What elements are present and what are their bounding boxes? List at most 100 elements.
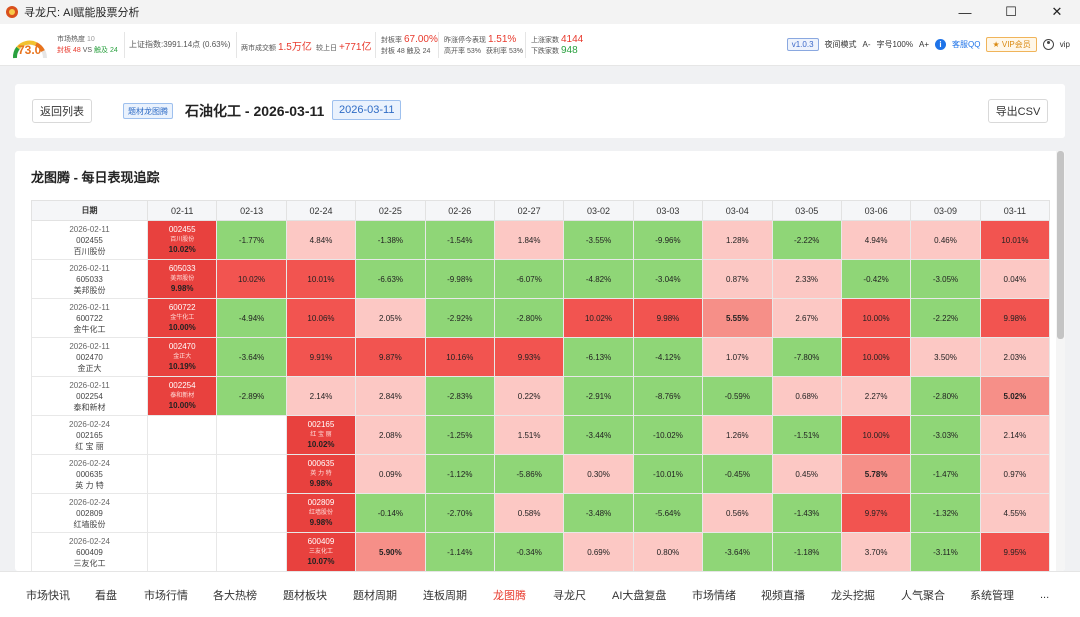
nav-item[interactable]: 市场快讯 xyxy=(26,589,70,602)
nav-item[interactable]: AI大盘复盘 xyxy=(612,589,667,602)
first-cell-line: 10.00% xyxy=(168,401,196,410)
change-cell: -4.82% xyxy=(563,259,634,299)
first-cell-line: 002470 xyxy=(148,342,216,352)
change-cell: -1.14% xyxy=(424,532,495,571)
heat-gauge-value: 73.0 xyxy=(18,43,42,57)
nav-item[interactable]: 系统管理 xyxy=(970,589,1014,602)
table-row[interactable]: 2026-02-11 605033 美邦股份 605033 美邦股份 9.98% 10.02… xyxy=(31,259,1051,299)
change-cell: 1.07% xyxy=(702,337,773,377)
change-cell: -2.70% xyxy=(424,493,495,533)
nav-item[interactable]: 连板周期 xyxy=(423,589,467,602)
empty-cell xyxy=(146,493,218,533)
first-cell-line: 10.02% xyxy=(168,245,196,254)
maximize-button[interactable]: ☐ xyxy=(1005,4,1017,19)
seal-vs-break: 封板 48 VS 触及 24 xyxy=(57,47,118,54)
window-title: 寻龙尺: AI赋能股票分析 xyxy=(24,7,140,19)
column-header: 03-06 xyxy=(840,200,912,221)
table-row[interactable]: 2026-02-24 000635 英 力 特 000635 英 力 特 9.98% 0.0… xyxy=(31,454,1051,494)
change-cell: -3.03% xyxy=(910,415,981,455)
vip-button[interactable]: ★ VIP会员 xyxy=(986,36,1037,52)
change-cell: -1.32% xyxy=(910,493,981,533)
change-cell: 1.84% xyxy=(493,220,565,260)
row-info-line: 605033 xyxy=(76,274,103,284)
change-cell: 5.90% xyxy=(355,532,426,571)
nav-item[interactable]: 视频直播 xyxy=(761,589,805,602)
table-row[interactable]: 2026-02-24 002809 红墙股份 002809 红墙股份 9.98% -0.14… xyxy=(31,493,1051,533)
user-icon[interactable] xyxy=(1042,38,1054,50)
table-row[interactable]: 2026-02-24 002165 红 宝 丽 002165 红 宝 丽 10.02% 2.… xyxy=(31,415,1051,455)
date-badge: 2026-03-11 xyxy=(332,100,402,120)
row-info-line: 2026-02-11 xyxy=(69,302,110,312)
column-header: 03-04 xyxy=(702,200,773,221)
first-cell-line: 金牛化工 xyxy=(170,315,195,321)
back-to-list-button[interactable]: 返回列表 xyxy=(32,99,92,123)
table-row[interactable]: 2026-02-24 600409 三友化工 600409 三友化工 10.07% 5.90… xyxy=(31,532,1051,571)
change-cell: 0.46% xyxy=(910,220,981,260)
first-cell-line: 600722 xyxy=(148,303,216,313)
change-cell: -2.83% xyxy=(424,376,495,416)
first-cell-line: 9.98% xyxy=(309,479,333,488)
font-decrease-button[interactable]: A- xyxy=(862,39,871,49)
row-stock-info: 2026-02-11 002470 金正大 xyxy=(31,337,148,377)
nav-item[interactable]: 题材周期 xyxy=(353,589,397,602)
change-cell: 5.02% xyxy=(979,376,1051,416)
change-cell: 2.84% xyxy=(355,376,426,416)
user-name[interactable]: vip xyxy=(1059,39,1070,49)
change-cell: -3.04% xyxy=(632,259,704,299)
first-cell-line: 英 力 特 xyxy=(310,471,332,477)
vs-yesterday: 较上日 +771亿 xyxy=(316,42,372,53)
change-cell: -2.80% xyxy=(910,376,981,416)
vertical-scrollbar[interactable] xyxy=(1056,151,1065,571)
change-cell: -3.64% xyxy=(216,337,287,377)
first-limit-cell: 600722 金牛化工 10.00% xyxy=(146,298,218,338)
performance-table: 日期 02-11 02-13 02-24 02-25 02-26 02-27 03-02 03-… xyxy=(31,200,1051,571)
change-cell: 4.94% xyxy=(840,220,912,260)
nav-item[interactable]: 寻龙尺 xyxy=(553,589,586,602)
row-stock-info: 2026-02-24 000635 英 力 特 xyxy=(31,454,148,494)
change-cell: 10.00% xyxy=(840,415,912,455)
nav-item[interactable]: 各大热榜 xyxy=(213,589,257,602)
row-info-line: 2026-02-11 xyxy=(69,263,110,273)
row-info-line: 英 力 特 xyxy=(75,480,104,490)
first-cell-line: 002809 xyxy=(287,498,355,508)
column-header: 03-02 xyxy=(563,200,634,221)
table-row[interactable]: 2026-02-11 002455 百川股份 002455 百川股份 10.02% -1.7… xyxy=(31,220,1051,260)
row-info-line: 000635 xyxy=(76,469,103,479)
change-cell: 2.05% xyxy=(355,298,426,338)
customer-service-link[interactable]: 客服QQ xyxy=(952,39,981,49)
scrollbar-thumb[interactable] xyxy=(1057,151,1064,339)
table-row[interactable]: 2026-02-11 002254 泰和新材 002254 泰和新材 10.00% -2.8… xyxy=(31,376,1051,416)
category-tag: 题材龙图腾 xyxy=(123,103,173,119)
nav-item[interactable]: 龙头挖掘 xyxy=(831,589,875,602)
nav-item[interactable]: 人气聚合 xyxy=(901,589,945,602)
row-stock-info: 2026-02-11 600722 金牛化工 xyxy=(31,298,148,338)
change-cell: -2.80% xyxy=(493,298,565,338)
export-csv-button[interactable]: 导出CSV xyxy=(988,99,1048,123)
info-icon[interactable]: i xyxy=(935,38,946,50)
nav-item[interactable]: 市场情绪 xyxy=(692,589,736,602)
nav-more-button[interactable]: ... xyxy=(1040,588,1050,601)
font-increase-button[interactable]: A+ xyxy=(918,39,929,49)
night-mode-toggle[interactable]: 夜间模式 xyxy=(824,39,857,49)
profit-rate: 获利率 53% xyxy=(486,48,523,55)
column-header: 02-26 xyxy=(424,200,495,221)
column-header: 02-11 xyxy=(146,200,218,221)
change-cell: 0.45% xyxy=(771,454,842,494)
first-cell-line: 10.19% xyxy=(168,362,196,371)
nav-item[interactable]: 市场行情 xyxy=(144,589,188,602)
row-info-line: 600409 xyxy=(76,547,103,557)
change-cell: 10.01% xyxy=(285,259,357,299)
nav-item[interactable]: 题材板块 xyxy=(283,589,327,602)
first-limit-cell: 605033 美邦股份 9.98% xyxy=(146,259,218,299)
nav-item[interactable]: 看盘 xyxy=(95,589,117,602)
table-row[interactable]: 2026-02-11 002470 金正大 002470 金正大 10.19% -3.64%… xyxy=(31,337,1051,377)
change-cell: 0.68% xyxy=(771,376,842,416)
close-button[interactable]: ✕ xyxy=(1051,4,1063,19)
nav-item[interactable]: 龙图腾 xyxy=(493,589,526,602)
sh-index: 上证指数:3991.14点 (0.63%) xyxy=(129,40,231,49)
minimize-button[interactable]: — xyxy=(958,4,972,20)
empty-cell xyxy=(216,454,287,494)
change-cell: 9.91% xyxy=(285,337,357,377)
row-info-line: 金正大 xyxy=(77,363,102,373)
table-row[interactable]: 2026-02-11 600722 金牛化工 600722 金牛化工 10.00% -4.9… xyxy=(31,298,1051,338)
